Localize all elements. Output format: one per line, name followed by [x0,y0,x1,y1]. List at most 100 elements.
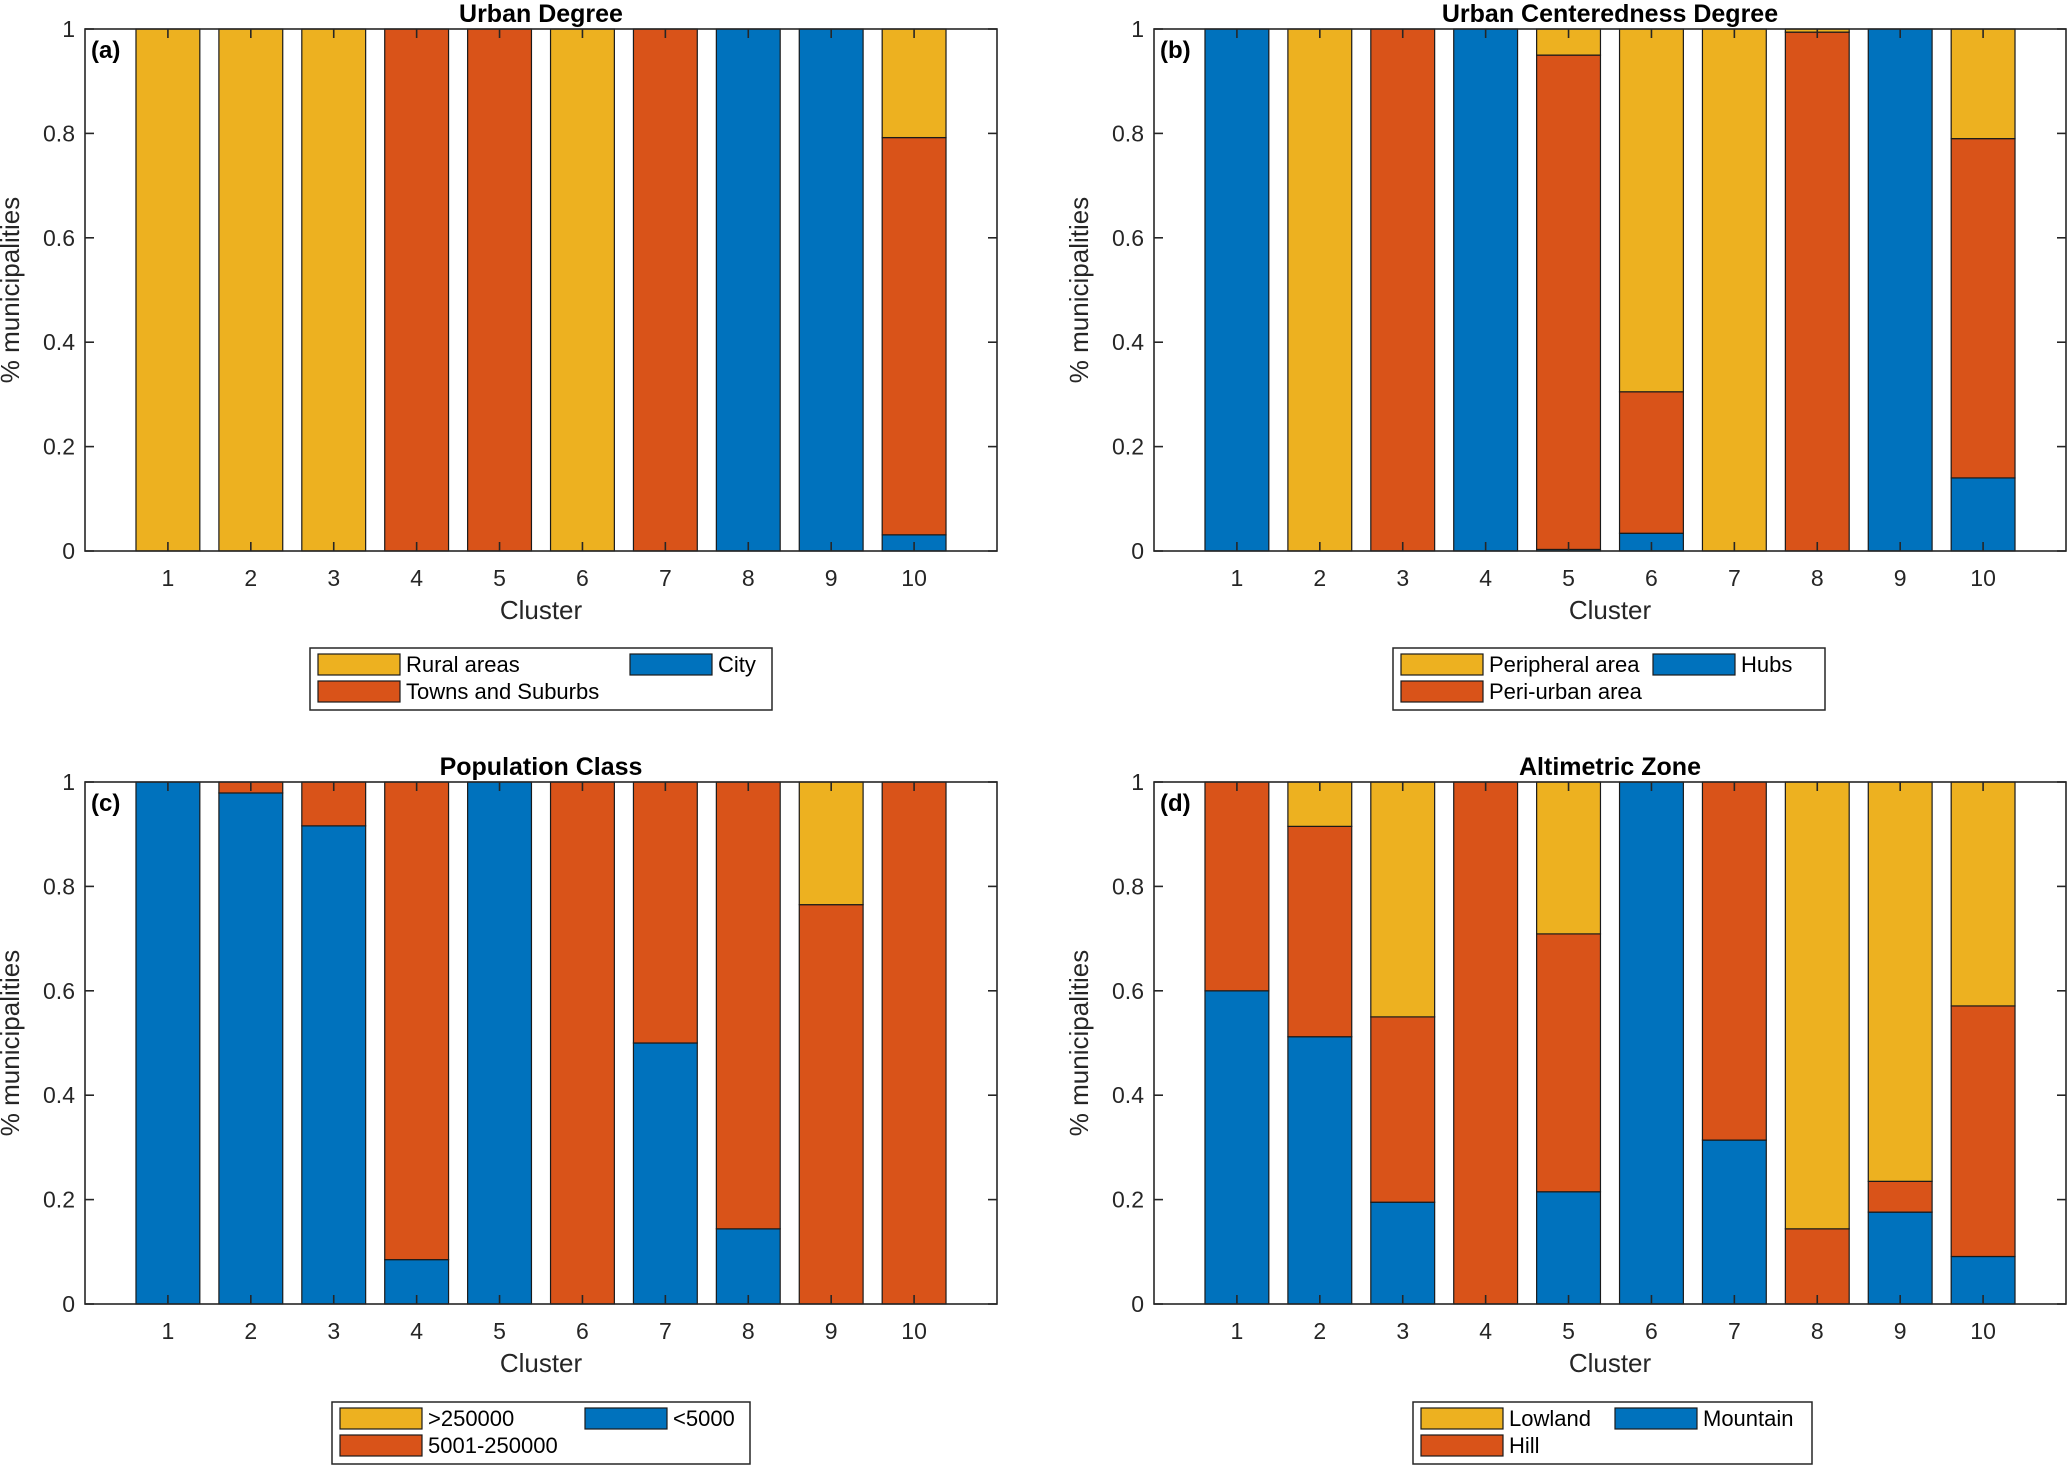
x-tick-label: 2 [244,1318,257,1344]
x-tick-label: 6 [1645,565,1658,591]
y-tick-label: 0.6 [1112,978,1144,1004]
y-axis-label: % municipalities [0,950,25,1136]
x-tick-label: 3 [1396,1318,1409,1344]
bar-segment-lowland-cluster-10 [1950,781,2016,1007]
bar-segment--5000-cluster-3 [301,825,367,1305]
bar-segment-hill-cluster-10 [1950,1005,2016,1258]
x-tick-label: 9 [825,565,838,591]
legend-swatch-rural-areas [317,653,401,676]
x-tick-label: 2 [1313,565,1326,591]
bar-segment--5000-cluster-7 [632,1042,698,1305]
legend-swatch-peri-urban-area [1400,680,1484,703]
x-axis-label: Cluster [500,595,583,625]
panel-population-class: 1 2 3 4 5 6 7 8 9 10 0 0.2 0.4 0.6 0.8 1 Population Clas… [0,753,998,1465]
x-tick-label: 5 [493,1318,506,1344]
x-axis-label: Cluster [1569,595,1652,625]
x-tick-label: 2 [1313,1318,1326,1344]
bar-segment--5000-cluster-8 [715,1228,781,1305]
legend: Lowland Mountain Hill [1412,1401,1813,1465]
legend-swatch-towns-and-suburbs [317,680,401,703]
x-tick-label: 8 [1811,565,1824,591]
y-tick-label: 0.2 [1112,434,1144,460]
bar-segment-towns-and-suburbs-cluster-5 [467,28,533,552]
bar-segment-towns-and-suburbs-cluster-7 [632,28,698,552]
legend-swatch-lowland [1420,1407,1504,1430]
legend-label: Mountain [1703,1406,1794,1431]
bar-segment-city-cluster-9 [798,28,864,552]
legend-label: 5001-250000 [428,1433,558,1458]
bar-segment-rural-areas-cluster-6 [549,28,615,552]
bar-segment-rural-areas-cluster-1 [135,28,201,552]
legend-swatch-city [629,653,713,676]
chart-title: Urban Centeredness Degree [1442,0,1778,28]
panel-urban-centeredness-degree: 1 2 3 4 5 6 7 8 9 10 0 0.2 0.4 0.6 0.8 1 Urban Centeredn… [1064,0,2067,711]
x-axis-label: Cluster [500,1348,583,1378]
y-tick-label: 0.2 [43,434,75,460]
bar-segment-peri-urban-area-cluster-5 [1536,54,1602,551]
y-tick-label: 0.6 [43,978,75,1004]
y-axis-label: % municipalities [1064,197,1094,383]
bar-segment-peri-urban-area-cluster-8 [1784,31,1850,552]
x-tick-label: 10 [1970,565,1996,591]
bar-segment-peri-urban-area-cluster-6 [1618,391,1684,534]
bar-segment-peripheral-area-cluster-7 [1701,28,1767,552]
x-tick-label: 7 [1728,1318,1741,1344]
bar-segment-lowland-cluster-3 [1370,781,1436,1018]
panel-label: (a) [91,37,120,64]
x-tick-label: 4 [1479,1318,1492,1344]
panel-altimetric-zone: 1 2 3 4 5 6 7 8 9 10 0 0.2 0.4 0.6 0.8 1 Altimetric Zone… [1064,753,2067,1465]
y-tick-label: 1 [1131,769,1144,795]
x-tick-label: 2 [244,565,257,591]
bar-segment-5001-250000-cluster-4 [384,781,450,1261]
legend-swatch-mountain [1614,1407,1698,1430]
x-tick-label: 4 [1479,565,1492,591]
legend-swatch-5001-250000 [339,1434,423,1457]
legend-label: >250000 [428,1406,514,1431]
y-tick-label: 0 [1131,1291,1144,1317]
panel-label: (d) [1160,790,1191,817]
legend-label: City [718,652,756,677]
bar-segment-hill-cluster-5 [1536,933,1602,1193]
y-tick-label: 0.8 [43,120,75,146]
legend-label: Towns and Suburbs [406,679,599,704]
bar-segment-mountain-cluster-1 [1204,990,1270,1305]
bar-segment-city-cluster-8 [715,28,781,552]
legend-swatch--250000 [339,1407,423,1430]
x-tick-label: 8 [742,1318,755,1344]
panel-label: (c) [91,790,120,817]
bar-segment-5001-250000-cluster-8 [715,781,781,1230]
y-tick-label: 1 [62,16,75,42]
legend-label: Rural areas [406,652,520,677]
x-tick-label: 7 [659,565,672,591]
y-tick-label: 1 [62,769,75,795]
bar-segment-mountain-cluster-6 [1618,781,1684,1305]
axes-frame [1153,28,2067,552]
y-tick-label: 0 [62,1291,75,1317]
y-tick-label: 0.4 [43,1082,75,1108]
y-tick-label: 0.2 [1112,1187,1144,1213]
x-tick-label: 9 [1894,1318,1907,1344]
bar-segment-hill-cluster-8 [1784,1228,1850,1305]
bar-segment-rural-areas-cluster-2 [218,28,284,552]
y-tick-label: 0.4 [1112,1082,1144,1108]
x-tick-label: 9 [825,1318,838,1344]
x-tick-label: 1 [1231,1318,1244,1344]
bar-segment-peripheral-area-cluster-10 [1950,28,2016,140]
bar-segment-towns-and-suburbs-cluster-10 [881,136,947,536]
x-tick-label: 1 [1231,565,1244,591]
y-tick-label: 0 [1131,538,1144,564]
y-tick-label: 0.4 [1112,329,1144,355]
x-tick-label: 3 [327,565,340,591]
bar-segment-hubs-cluster-4 [1453,28,1519,552]
legend-label: Hill [1509,1433,1540,1458]
legend-label: Lowland [1509,1406,1591,1431]
x-tick-label: 1 [162,565,175,591]
legend-swatch-peripheral-area [1400,653,1484,676]
x-tick-label: 3 [327,1318,340,1344]
bar-segment-lowland-cluster-8 [1784,781,1850,1230]
bar-segment-lowland-cluster-9 [1867,781,1933,1182]
x-tick-label: 7 [1728,565,1741,591]
bar-segment-hubs-cluster-10 [1950,477,2016,552]
bar-segment-hubs-cluster-1 [1204,28,1270,552]
bar-segment-mountain-cluster-7 [1701,1139,1767,1305]
